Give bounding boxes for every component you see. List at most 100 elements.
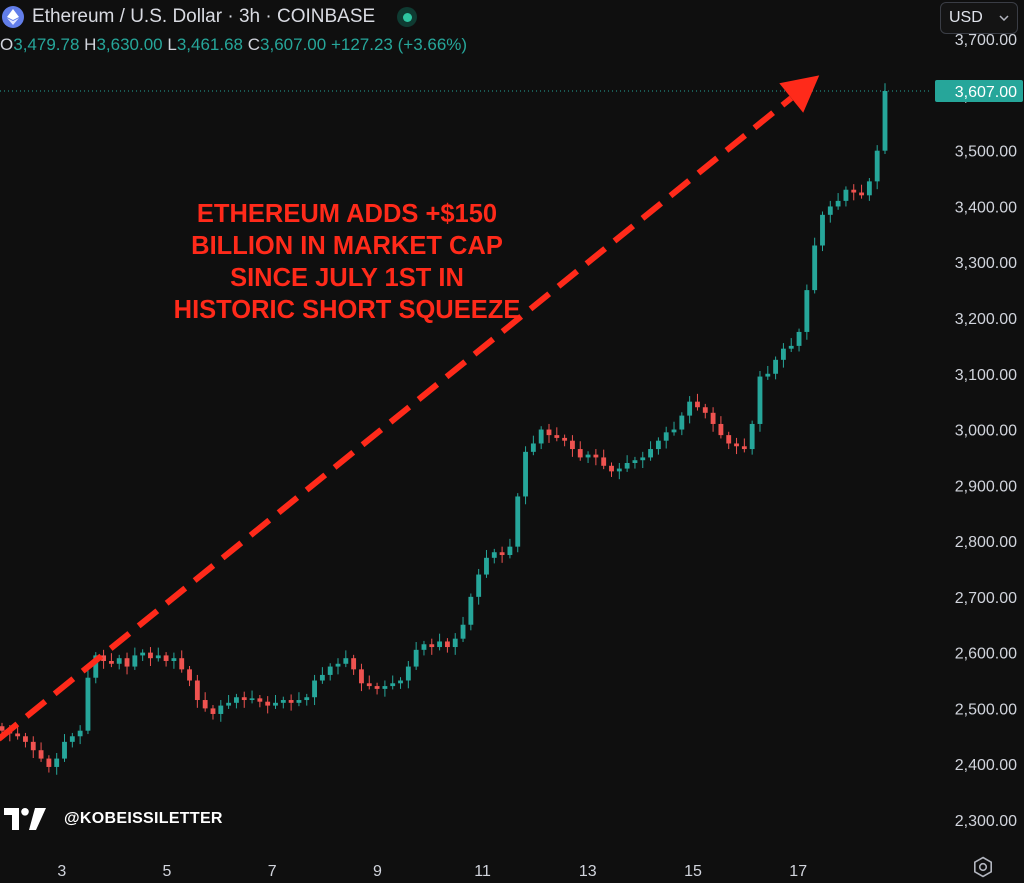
candle-body: [804, 290, 810, 332]
chart-settings[interactable]: [972, 856, 994, 883]
candle-body: [62, 741, 67, 759]
candle-body: [773, 359, 779, 374]
headline-annotation: ETHEREUM ADDS +$150 BILLION IN MARKET CA…: [173, 200, 521, 324]
candle-body: [609, 465, 614, 472]
candle-body: [874, 150, 880, 182]
candle-body: [444, 641, 450, 648]
candle-body: [827, 206, 833, 215]
candle-body: [366, 683, 372, 687]
low-label: L: [167, 35, 177, 54]
y-tick-label: 3,400.00: [955, 199, 1017, 216]
y-tick-label: 2,500.00: [955, 701, 1017, 718]
trend-arrow: [0, 75, 820, 742]
candle-body: [796, 331, 802, 346]
candle-body: [460, 624, 466, 639]
symbol-title[interactable]: Ethereum / U.S. Dollar · 3h · COINBASE: [32, 6, 376, 27]
y-tick-label: 2,700.00: [955, 590, 1017, 607]
candle-body: [515, 496, 521, 547]
candle-body: [820, 214, 825, 246]
candle-body: [234, 697, 239, 703]
candle-body: [335, 663, 341, 667]
watermark-handle: @KOBEISSILETTER: [64, 810, 223, 827]
candle-body: [616, 468, 622, 472]
candle-body: [93, 655, 99, 678]
chart-header: Ethereum / U.S. Dollar · 3h · COINBASE: [0, 4, 418, 30]
candle-body: [54, 758, 60, 767]
candle-body: [257, 698, 263, 702]
candle-body: [851, 189, 857, 193]
candle-body: [452, 638, 458, 648]
close-label: C: [247, 35, 261, 54]
low-value: 3,461.68: [176, 35, 244, 54]
y-tick-label: 3,500.00: [955, 144, 1017, 161]
candle-body: [695, 401, 700, 408]
candle-body: [484, 557, 489, 575]
candle-body: [788, 345, 794, 349]
candle-body: [210, 708, 216, 714]
candle-body: [632, 460, 638, 464]
candle-body: [780, 348, 786, 360]
candle-body: [241, 697, 247, 701]
candle-body: [202, 700, 208, 709]
candle-body: [319, 674, 325, 681]
candle-body: [343, 658, 349, 664]
trend-arrow-shaft: [0, 95, 794, 742]
market-open-dot-icon[interactable]: [397, 7, 418, 27]
y-tick-label: 3,300.00: [955, 255, 1017, 272]
candle-body: [476, 574, 482, 597]
candle-body: [679, 415, 685, 430]
candle-body: [749, 423, 755, 450]
candle-body: [859, 192, 864, 196]
x-tick-label: 3: [57, 863, 66, 880]
candle-body: [734, 443, 739, 447]
x-tick-label: 7: [268, 863, 277, 880]
candle-body: [359, 669, 364, 684]
candle-body: [351, 658, 357, 670]
candle-body: [640, 457, 646, 461]
candle-body: [77, 730, 83, 737]
currency-select[interactable]: USD: [940, 2, 1018, 34]
candle-body: [499, 552, 505, 556]
candle-body: [280, 700, 286, 703]
candle-body: [812, 245, 818, 291]
candle-body: [710, 412, 716, 424]
x-tick-label: 13: [579, 863, 597, 880]
candle-body: [468, 596, 474, 625]
candle-body: [312, 680, 317, 698]
candle-body: [546, 429, 552, 436]
candle-body: [648, 449, 653, 458]
candle-body: [687, 401, 693, 416]
candle-body: [507, 546, 513, 556]
candle-body: [38, 750, 44, 759]
candle-body: [562, 437, 568, 441]
candle-body: [187, 669, 192, 681]
candle-body: [171, 658, 177, 661]
candle-body: [398, 680, 403, 684]
open-value: 3,479.78: [13, 35, 80, 54]
candle-body: [554, 435, 560, 438]
candle-body: [593, 454, 599, 458]
candle-body: [429, 644, 435, 648]
price-axis[interactable]: 2,300.00 2,400.00 2,500.00 2,600.00 2,700.00…: [955, 32, 1017, 830]
candle-body: [69, 736, 75, 742]
last-price-tag-label: 3,607.00: [955, 84, 1017, 101]
trend-arrow-head: [779, 75, 820, 113]
candle-body: [577, 449, 583, 458]
time-axis[interactable]: Jul357911131517: [0, 863, 807, 880]
candle-body: [530, 443, 536, 452]
y-tick-label: 2,800.00: [955, 534, 1017, 551]
candle-body: [85, 677, 91, 731]
currency-value: USD: [949, 9, 983, 26]
candle-body: [491, 552, 497, 558]
x-tick-label: 5: [163, 863, 172, 880]
candle-body: [116, 658, 122, 664]
candle-body: [413, 649, 419, 667]
candle-body: [538, 429, 544, 444]
candle-body: [46, 758, 52, 767]
candle-body: [655, 440, 661, 450]
candle-body: [194, 680, 200, 701]
chevron-down-icon: [999, 15, 1009, 21]
candle-body: [390, 683, 396, 687]
candle-body: [155, 655, 161, 659]
